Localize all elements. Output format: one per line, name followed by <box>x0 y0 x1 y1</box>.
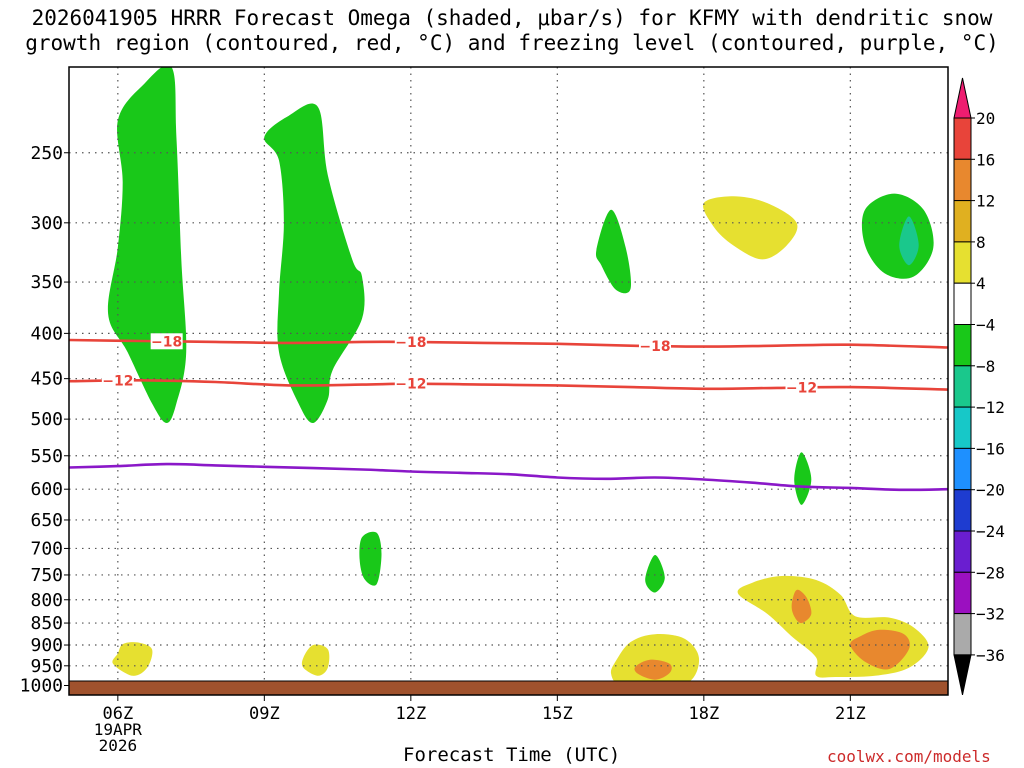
omega-orange-1700-sfc <box>634 659 672 680</box>
colorbar-cell <box>953 282 972 326</box>
dendritic-minus18-line <box>69 338 948 349</box>
colorbar-label: 12 <box>976 192 995 211</box>
colorbar-cell <box>953 489 972 532</box>
y-tick-label: 700 <box>30 538 63 559</box>
omega-orange-2000-sfc <box>791 589 812 624</box>
colorbar-cell <box>953 406 972 449</box>
dendritic-minus18-label: −18 <box>151 334 182 350</box>
colorbar-cell <box>953 654 972 696</box>
y-tick-label: 400 <box>30 323 63 344</box>
temperature-contours: −18 −18 −18 −12 −12 −12 <box>69 333 948 492</box>
omega-green-0630 <box>107 67 187 423</box>
y-tick-label: 1000 <box>20 676 63 697</box>
dendritic-minus12-label: −12 <box>395 377 426 393</box>
colorbar-cell <box>953 77 972 119</box>
omega-yellow-0600-sfc <box>112 642 153 676</box>
colorbar-cell <box>953 324 972 367</box>
x-tick-label: 15Z <box>542 704 573 724</box>
colorbar-label: −12 <box>976 398 1005 417</box>
omega-yellow-2030-sfc <box>737 575 929 678</box>
y-tick-label: 800 <box>30 590 63 611</box>
y-tick-label: 500 <box>30 409 63 430</box>
colorbar-label: −20 <box>976 481 1005 500</box>
x-tick-label: 12Z <box>395 704 426 724</box>
x-axis-title: Forecast Time (UTC) <box>403 744 621 766</box>
colorbar-label: 4 <box>976 274 986 293</box>
colorbar-label: −28 <box>976 563 1005 582</box>
y-axis: 2503003504004505005506006507007508008509… <box>20 143 69 697</box>
omega-green-2200 <box>861 193 934 279</box>
colorbar-label: −8 <box>976 357 995 376</box>
y-tick-label: 850 <box>30 613 63 634</box>
y-tick-label: 750 <box>30 565 63 586</box>
dendritic-minus12-label: −12 <box>102 374 133 390</box>
omega-orange-2130-sfc <box>850 629 910 670</box>
freezing-level-line <box>69 462 948 492</box>
omega-green-2000-mid <box>794 452 812 505</box>
y-tick-label: 650 <box>30 510 63 531</box>
colorbar-label: 20 <box>976 109 995 128</box>
colorbar-cell <box>953 117 972 160</box>
dendritic-minus12-label-bg <box>785 379 818 396</box>
omega-teal-2200 <box>899 216 919 266</box>
dendritic-minus12-label: −12 <box>786 381 817 397</box>
colorbar-label: −32 <box>976 605 1005 624</box>
colorbar-cell <box>953 200 972 243</box>
colorbar-label: −4 <box>976 316 995 335</box>
colorbar-cell <box>953 571 972 615</box>
dendritic-minus12-label-bg <box>101 372 134 389</box>
y-tick-label: 450 <box>30 369 63 390</box>
y-tick-label: 250 <box>30 143 63 164</box>
plot-frame <box>68 66 949 696</box>
omega-yellow-1900 <box>703 196 798 260</box>
colorbar-label: −36 <box>976 646 1005 665</box>
x-tick-label: 18Z <box>688 704 719 724</box>
colorbar-label: 16 <box>976 150 995 169</box>
ground-surface <box>68 680 949 696</box>
colorbar-label: −24 <box>976 522 1005 541</box>
chart-title: 2026041905 HRRR Forecast Omega (shaded, … <box>25 6 999 55</box>
grid-lines <box>69 67 948 695</box>
dendritic-minus18-label-bg <box>639 337 671 354</box>
y-tick-label: 300 <box>30 213 63 234</box>
omega-green-1100 <box>359 531 382 586</box>
x-tick-sublabel: 19APR <box>94 720 143 739</box>
y-tick-label: 350 <box>30 272 63 293</box>
x-tick-label: 09Z <box>249 704 280 724</box>
x-tick-label: 06Z <box>102 704 133 724</box>
x-tick-label: 21Z <box>835 704 866 724</box>
dendritic-minus18-label: −18 <box>395 335 426 351</box>
omega-green-0930 <box>264 103 365 424</box>
colorbar-cell <box>953 447 972 491</box>
dendritic-minus18-label-bg <box>394 333 427 350</box>
site-credit[interactable]: coolwx.com/models <box>827 747 991 766</box>
colorbar-cell <box>953 241 972 284</box>
colorbar-label: 8 <box>976 233 986 252</box>
dendritic-minus18-label-bg <box>150 333 183 350</box>
omega-shading <box>107 67 934 687</box>
omega-green-1630-upper <box>595 209 632 294</box>
y-tick-label: 900 <box>30 635 63 656</box>
y-tick-label: 600 <box>30 479 63 500</box>
omega-yellow-1000-sfc <box>301 644 330 676</box>
x-tick-sublabel: 2026 <box>99 736 138 755</box>
colorbar-cell <box>953 158 972 202</box>
colorbar-cell <box>953 613 972 656</box>
colorbar: 20 16 12 8 4 −4 −8 −12 −16 −20 −24 −28 −32 −36 <box>953 77 1005 696</box>
dendritic-minus18-label: −18 <box>639 339 670 355</box>
y-tick-label: 950 <box>30 656 63 677</box>
colorbar-cell <box>953 530 972 573</box>
dendritic-minus12-label-bg <box>394 375 427 392</box>
dendritic-minus12-line <box>69 378 948 391</box>
omega-green-1700-low <box>645 554 665 593</box>
y-tick-label: 550 <box>30 446 63 467</box>
colorbar-cell <box>953 365 972 408</box>
colorbar-label: −16 <box>976 439 1005 458</box>
